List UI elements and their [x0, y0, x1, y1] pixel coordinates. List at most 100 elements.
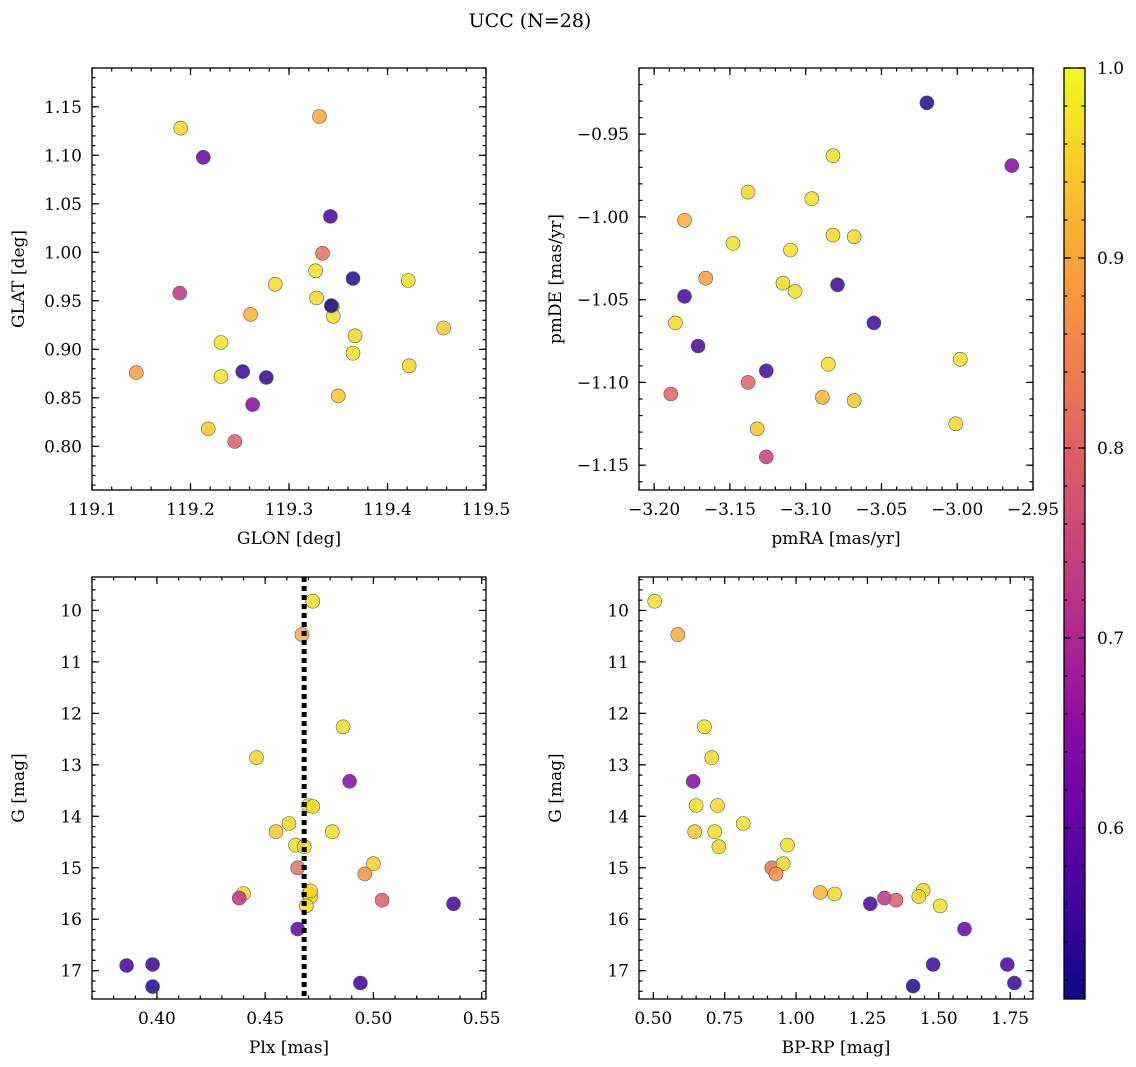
data-point — [804, 191, 820, 206]
y-axis-label: pmDE [mas/yr] — [546, 214, 566, 344]
data-point — [196, 150, 211, 165]
data-point — [670, 627, 686, 642]
axis-ticks — [638, 577, 1033, 999]
data-point — [305, 593, 321, 609]
data-point — [690, 338, 706, 354]
data-point — [249, 750, 264, 765]
x-axis-label: GLON [deg] — [237, 529, 341, 549]
x-tick-label: 1.75 — [991, 1009, 1029, 1029]
data-point — [213, 335, 229, 350]
data-point — [740, 184, 756, 200]
data-point — [400, 273, 416, 288]
data-point — [677, 289, 692, 304]
y-tick-label: 0.85 — [44, 389, 82, 409]
y-tick-label: 16 — [60, 910, 82, 930]
y-tick-label: 16 — [607, 910, 629, 930]
data-point — [932, 898, 948, 914]
data-point — [710, 798, 725, 813]
data-point — [697, 719, 712, 735]
data-point — [647, 593, 663, 609]
y-tick-label: −1.05 — [577, 291, 629, 311]
y-tick-label: 15 — [607, 859, 629, 879]
x-axis-label: Plx [mas] — [249, 1038, 329, 1058]
data-point — [749, 421, 765, 437]
y-tick-label: 1.05 — [44, 195, 82, 215]
x-tick-label: −3.00 — [931, 500, 983, 520]
data-point — [830, 277, 845, 293]
plx-g-panel: 0.40 0.45 0.50 0.55 10 11 12 13 14 15 16 17 Plx [mas… — [9, 576, 501, 1058]
data-point — [324, 824, 340, 840]
data-point — [281, 816, 297, 831]
x-tick-label: 1.50 — [920, 1009, 958, 1029]
y-tick-label: 13 — [60, 756, 82, 776]
data-point — [353, 975, 368, 991]
data-point — [707, 824, 723, 840]
data-point — [231, 890, 247, 906]
data-point — [825, 227, 841, 243]
data-point — [436, 320, 451, 336]
data-point — [200, 421, 216, 437]
y-tick-label: −1.00 — [577, 208, 629, 228]
data-point — [309, 290, 324, 306]
y-axis-label: G [mag] — [546, 753, 566, 822]
data-point — [825, 148, 841, 163]
data-point — [821, 356, 836, 372]
data-point — [768, 866, 784, 882]
data-point — [919, 95, 935, 111]
x-tick-label: 0.55 — [463, 1009, 501, 1029]
data-point — [685, 773, 701, 789]
y-tick-label: −0.95 — [577, 125, 629, 145]
x-tick-label: −3.15 — [704, 500, 756, 520]
data-point — [347, 328, 363, 344]
data-point — [725, 236, 741, 251]
data-point — [227, 434, 243, 449]
y-tick-label: 11 — [60, 653, 82, 673]
data-point — [780, 837, 795, 853]
y-tick-label: 0.95 — [44, 292, 82, 312]
y-tick-label: 11 — [607, 653, 629, 673]
glon-glat-panel: 119.1 119.2 119.3 119.4 119.5 0.80 0.85 0.90 0.9… — [9, 67, 511, 549]
y-tick-label: 12 — [607, 704, 629, 724]
y-tick-label: −1.15 — [577, 456, 629, 476]
y-tick-label: 10 — [607, 601, 629, 621]
data-point — [812, 885, 828, 900]
x-tick-label: 119.2 — [166, 500, 215, 520]
data-point — [688, 798, 704, 813]
x-tick-label: 0.40 — [138, 1009, 176, 1029]
data-point — [999, 957, 1015, 972]
data-point — [1007, 975, 1022, 991]
x-tick-label: −3.10 — [780, 500, 832, 520]
x-tick-label: 119.5 — [462, 500, 511, 520]
data-point — [1004, 158, 1020, 173]
data-point — [911, 889, 927, 904]
data-point — [740, 375, 756, 390]
data-point — [342, 773, 357, 789]
data-point — [952, 351, 968, 367]
data-point — [374, 892, 390, 908]
y-tick-label: 0.90 — [44, 340, 82, 360]
x-tick-label: 119.3 — [265, 500, 314, 520]
scatter-points — [647, 593, 1022, 994]
x-tick-label: 119.4 — [363, 500, 412, 520]
data-point — [366, 856, 381, 872]
x-axis-label: pmRA [mas/yr] — [771, 529, 900, 549]
axes-frame — [638, 576, 1034, 1000]
data-point — [315, 246, 330, 261]
x-tick-label: −3.20 — [628, 500, 680, 520]
data-point — [267, 276, 283, 292]
data-point — [345, 345, 361, 361]
y-tick-label: 1.00 — [44, 243, 82, 263]
y-tick-label: −1.10 — [577, 373, 629, 393]
y-tick-label: 17 — [607, 962, 629, 982]
y-tick-label: 10 — [60, 601, 82, 621]
y-tick-label: 15 — [60, 859, 82, 879]
data-point — [711, 839, 727, 855]
data-point — [345, 271, 361, 286]
axes-frame — [91, 576, 487, 1000]
data-point — [866, 315, 882, 331]
data-point — [704, 750, 720, 765]
y-axis-label: GLAT [deg] — [9, 230, 29, 328]
colorbar-frame — [1063, 67, 1086, 1000]
x-tick-label: 0.50 — [354, 1009, 392, 1029]
